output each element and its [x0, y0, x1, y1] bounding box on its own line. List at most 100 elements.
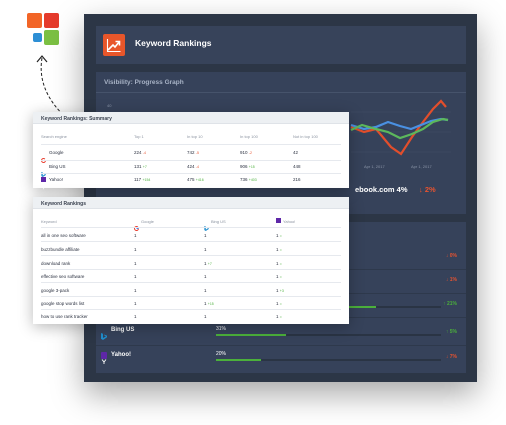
google-icon [41, 150, 47, 164]
visibility-title: Visibility: Progress Graph [104, 79, 184, 86]
date-label-1: Apr 1, 2017 [364, 164, 385, 169]
yahoo-icon [101, 352, 107, 364]
summary-title: Keyword Rankings: Summary [41, 116, 112, 122]
value: 1 [276, 301, 279, 306]
delta: = [279, 262, 282, 266]
col-header: In top 100 [240, 134, 258, 139]
summary-card-header: Keyword Rankings: Summary [33, 112, 349, 124]
app-logo [27, 13, 60, 48]
delta: -4 [195, 165, 199, 169]
value: 1 [204, 261, 207, 266]
google-rank: 1 [134, 288, 137, 293]
delta: = [279, 302, 282, 306]
divider [41, 296, 341, 297]
delta: +15 [248, 165, 255, 169]
bing-rank: 1 [204, 288, 207, 293]
logo-square-green [44, 30, 59, 45]
col-header: Search engine [41, 134, 67, 139]
divider [41, 160, 341, 161]
bing-icon [101, 327, 107, 340]
bing-rank: 1 +15 [204, 301, 214, 306]
divider [41, 144, 341, 145]
logo-square-orange [27, 13, 42, 28]
engine-percent: 31% [216, 326, 227, 332]
delta: +7 [142, 165, 147, 169]
bing-rank: 1 [204, 274, 207, 279]
bing-icon [204, 218, 209, 231]
delta: = [279, 248, 282, 252]
yahoo-rank: 1 = [276, 301, 282, 306]
cell: 216 [293, 177, 301, 182]
yahoo-rank: 1 = [276, 274, 282, 279]
value: 1 [276, 261, 279, 266]
google-rank: 1 [134, 247, 137, 252]
yahoo-rank: 1 = [276, 233, 282, 238]
yahoo-rank: 1 = [276, 247, 282, 252]
keyword-rankings-card: Keyword Rankings Keyword Google Bing US … [33, 197, 349, 324]
cell: 906 +15 [240, 164, 255, 169]
rankings-title: Keyword Rankings [41, 201, 87, 207]
google-rank: 1 [134, 301, 137, 306]
keyword: effective seo software [41, 274, 85, 279]
engine-delta: ↑ 21% [443, 301, 457, 307]
bing-rank: 1 [204, 233, 207, 238]
summary-card: Keyword Rankings: Summary Search engine … [33, 112, 349, 190]
delta: +416 [195, 178, 204, 182]
engine-name: Bing US [111, 327, 135, 333]
bing-rank: 1 [204, 247, 207, 252]
divider [41, 173, 341, 174]
delta: +3 [279, 289, 284, 293]
yahoo-rank: 1 = [276, 314, 282, 319]
col-header: Bing US [211, 219, 226, 224]
divider [41, 227, 341, 228]
visibility-chart [350, 99, 451, 156]
engine-name: Yahoo! [111, 352, 132, 358]
engine-delta: ↓ 7% [445, 354, 457, 360]
col-header: Keyword [41, 219, 57, 224]
col-header: In top 10 [187, 134, 203, 139]
cell: 117 +154 [134, 177, 150, 182]
delta: = [279, 315, 282, 319]
bing-icon [41, 164, 46, 177]
value: 906 [240, 164, 248, 169]
divider [41, 309, 341, 310]
engine-delta: ↑ 5% [445, 329, 457, 335]
delta: = [279, 234, 282, 238]
divider [41, 269, 341, 270]
yahoo-rank: 1 = [276, 261, 282, 266]
cell: 224 -4 [134, 150, 146, 155]
logo-square-red [44, 13, 59, 28]
google-rank: 1 [134, 274, 137, 279]
delta: -2 [248, 151, 252, 155]
value: 1 [204, 301, 207, 306]
rankings-card-header: Keyword Rankings [33, 197, 349, 209]
google-rank: 1 [134, 261, 137, 266]
legend-change: ↓ 2% [419, 185, 436, 194]
series-line-red [350, 99, 447, 156]
date-label-2: Apr 1, 2017 [411, 164, 432, 169]
progress-track [216, 334, 441, 336]
visibility-panel: Visibility: Progress Graph 40 Apr 1, 201… [96, 72, 466, 214]
cell: 448 [293, 164, 301, 169]
yahoo-icon [41, 177, 46, 190]
engine-percent: 20% [216, 351, 227, 357]
engine-name: Yahoo! [49, 177, 63, 182]
series-line-blue [350, 117, 449, 131]
col-header: Not in top 100 [293, 134, 318, 139]
value: 424 [187, 164, 195, 169]
google-rank: 1 [134, 233, 137, 238]
trend-up-icon [103, 34, 125, 56]
visibility-divider [96, 92, 466, 93]
keyword: buzzbundle affiliate [41, 247, 80, 252]
divider [41, 241, 341, 242]
value: 131 [134, 164, 142, 169]
yahoo-rank: 1 +3 [276, 288, 284, 293]
cell: 475 +416 [187, 177, 204, 182]
engine-name: Bing US [49, 164, 66, 169]
google-icon [134, 218, 140, 232]
engine-row-bing: Bing US 31% ↑ 5% [96, 322, 466, 346]
google-rank: 1 [134, 314, 137, 319]
progress-fill [216, 334, 286, 336]
delta: +7 [207, 262, 212, 266]
engine-name: Google [49, 150, 64, 155]
